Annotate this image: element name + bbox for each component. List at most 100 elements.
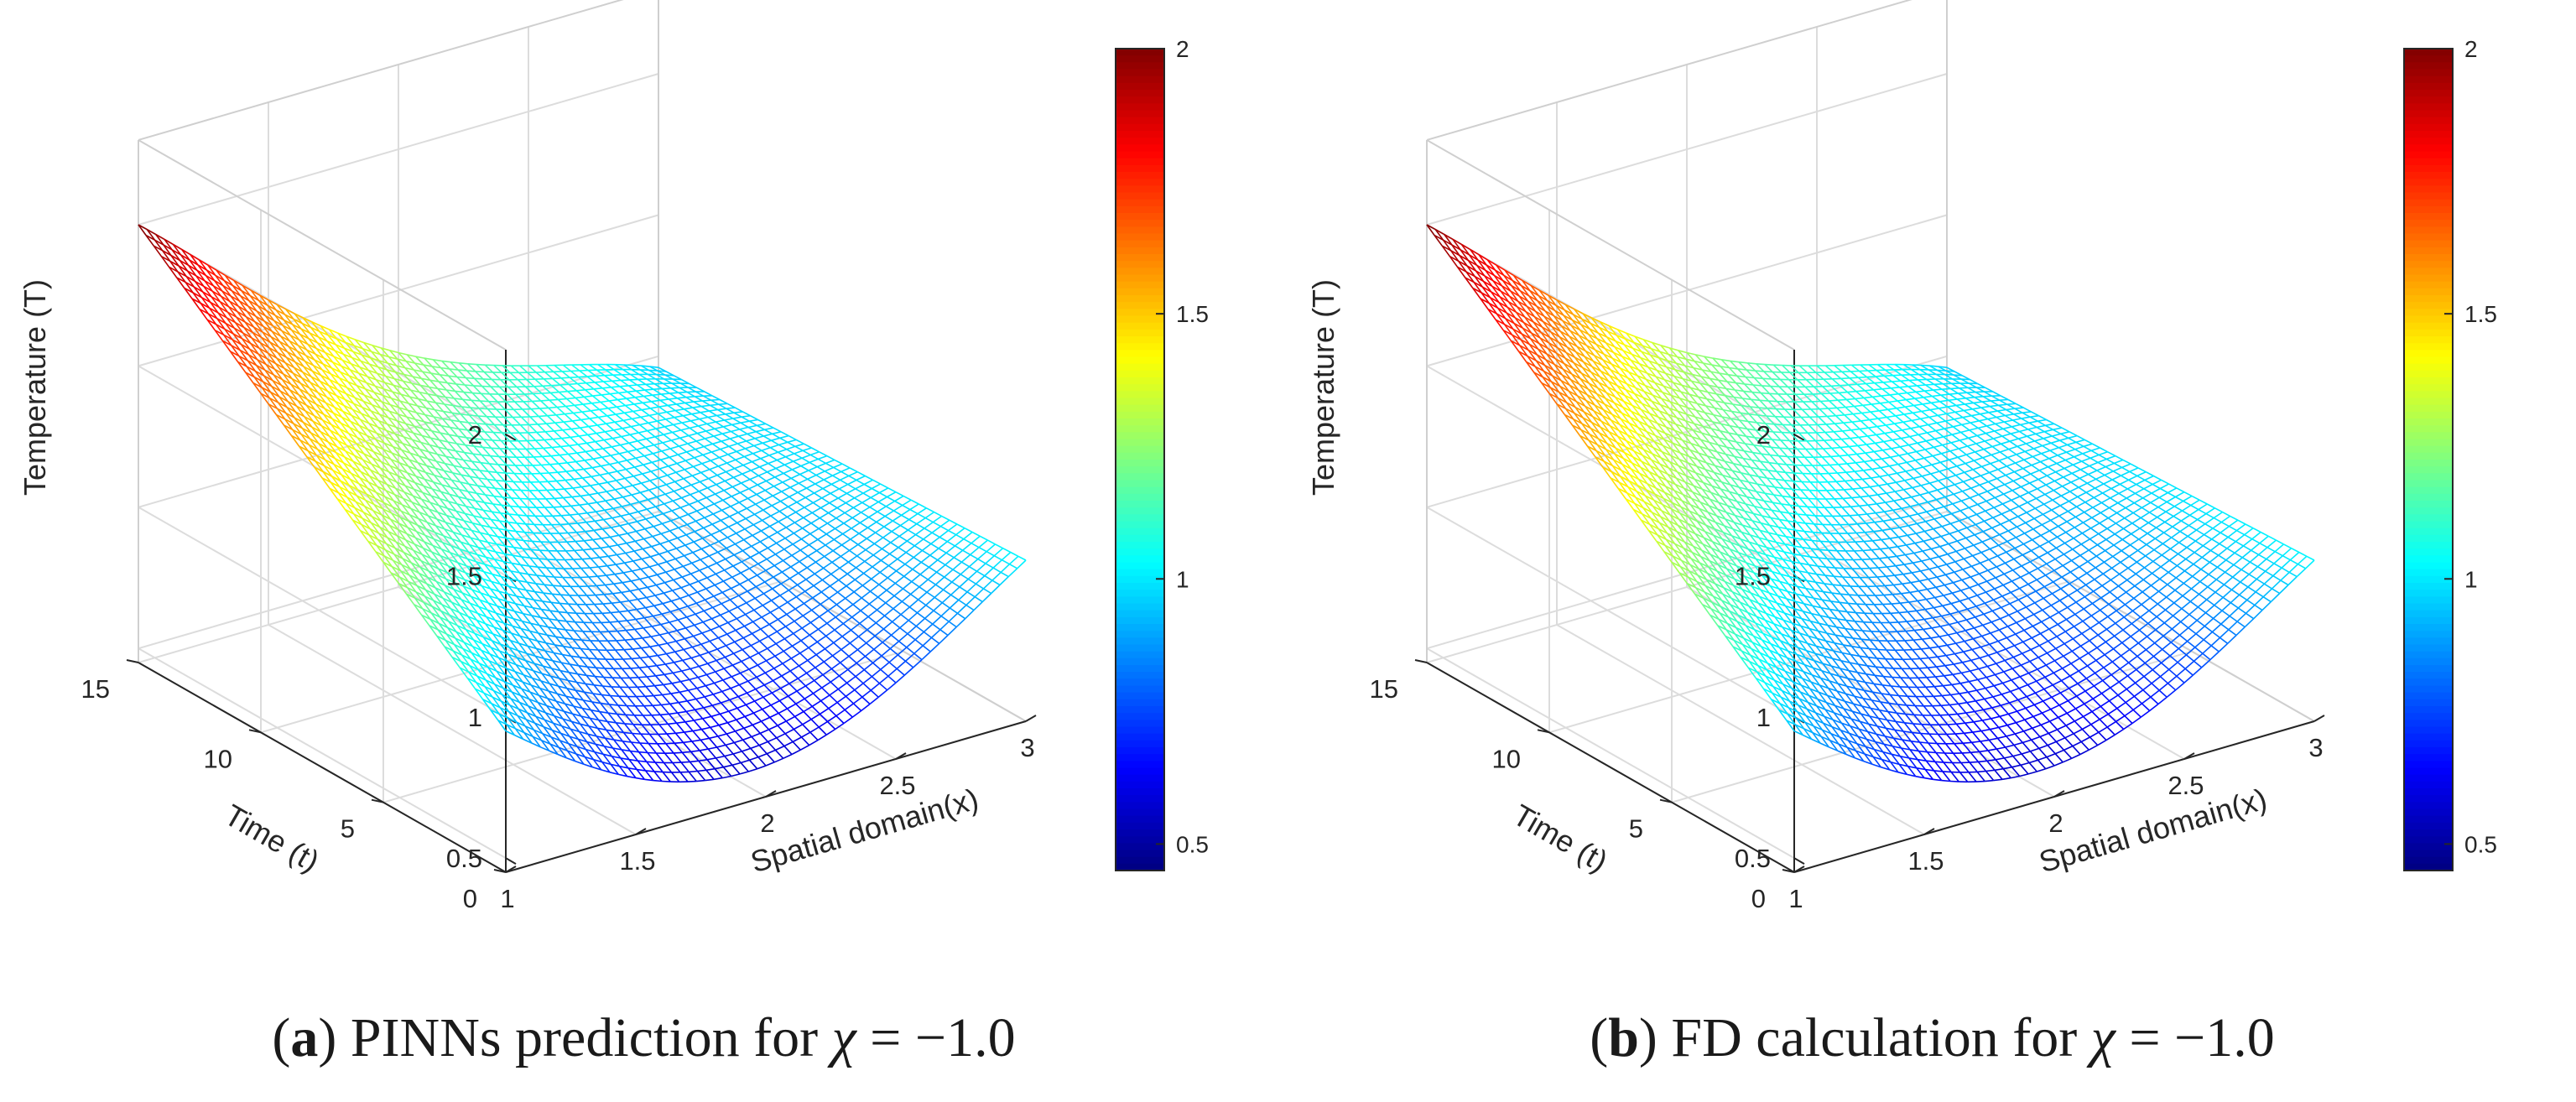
mesh-line [753, 609, 762, 618]
mesh-line [450, 545, 461, 550]
mesh-line [509, 578, 519, 582]
mesh-line [898, 540, 908, 548]
mesh-line [201, 291, 211, 303]
mesh-line [448, 621, 458, 626]
mesh-line [622, 658, 632, 660]
mesh-line [487, 609, 497, 614]
mesh-line [939, 519, 950, 528]
mesh-line [184, 288, 193, 299]
mesh-line [554, 708, 564, 720]
mesh-line [965, 596, 976, 606]
mesh-line [657, 484, 667, 488]
mesh-line [662, 520, 672, 525]
mesh-line [634, 540, 643, 550]
mesh-line [604, 374, 613, 377]
mesh-line [632, 560, 642, 570]
mesh-line [506, 529, 516, 540]
mesh-line [647, 584, 657, 589]
mesh-line [440, 610, 450, 616]
mesh-line [564, 559, 574, 569]
mesh-line [376, 372, 386, 383]
mesh-line [545, 567, 555, 578]
mesh-line [599, 711, 608, 722]
mesh-line [658, 723, 669, 725]
mesh-line [385, 436, 394, 441]
mesh-line [544, 575, 554, 586]
mesh-line [400, 510, 410, 516]
mesh-line [809, 538, 819, 546]
mesh-line [395, 487, 405, 493]
mesh-line [482, 509, 492, 520]
mesh-line [679, 689, 689, 694]
mesh-line [502, 688, 512, 699]
mesh-line [569, 663, 579, 675]
mesh-line [365, 499, 374, 512]
mesh-line [877, 506, 887, 512]
mesh-line [502, 560, 513, 564]
mesh-line [625, 714, 634, 725]
mesh-line [256, 310, 265, 322]
mesh-line [375, 551, 384, 563]
mesh-line [672, 496, 682, 502]
mesh-line [705, 595, 715, 600]
mesh-line [670, 693, 679, 704]
mesh-line [492, 574, 501, 585]
mesh-line [530, 622, 539, 634]
mesh-line [804, 597, 814, 605]
mesh-line [472, 582, 482, 587]
mesh-line [457, 618, 467, 631]
mesh-line [944, 569, 954, 578]
mesh-line [330, 476, 341, 487]
mesh-line [353, 513, 362, 525]
mesh-line [659, 714, 669, 725]
mesh-line [592, 394, 602, 397]
mesh-line [716, 419, 725, 423]
mesh-line [637, 599, 646, 609]
mesh-line [614, 496, 623, 500]
mesh-line [221, 340, 232, 352]
mesh-line [724, 565, 734, 571]
mesh-line [992, 559, 1002, 569]
mesh-line [347, 491, 356, 502]
mesh-line [437, 512, 447, 517]
mesh-line [621, 434, 631, 438]
mesh-line [284, 418, 294, 430]
mesh-line [683, 475, 693, 480]
mesh-line [699, 566, 709, 571]
mesh-line [251, 337, 260, 349]
mesh-line [700, 640, 710, 645]
mesh-line [518, 708, 527, 720]
mesh-line [548, 626, 557, 630]
mesh-line [414, 543, 423, 555]
mesh-line [914, 631, 924, 641]
mesh-line [621, 668, 631, 678]
mesh-line [703, 523, 713, 529]
mesh-line [580, 639, 591, 651]
mesh-line [610, 694, 619, 697]
mesh-line [417, 462, 426, 473]
mesh-line [359, 418, 369, 430]
mesh-line [378, 413, 388, 425]
mesh-line [567, 679, 576, 691]
mesh-line [656, 665, 665, 675]
mesh-line [713, 595, 722, 605]
mesh-line [669, 530, 679, 539]
mesh-line [845, 497, 855, 504]
mesh-line [788, 491, 799, 498]
mesh-line [529, 691, 539, 704]
mesh-line [640, 566, 650, 570]
mesh-line [719, 713, 728, 724]
mesh-line [653, 387, 663, 390]
mesh-line [521, 556, 530, 567]
mesh-line [495, 480, 504, 490]
mesh-line [747, 424, 757, 429]
mesh-line [893, 504, 903, 512]
mesh-line [468, 609, 477, 621]
mesh-line [623, 731, 632, 735]
mesh-line [731, 491, 741, 497]
mesh-line [619, 522, 629, 527]
mesh-line [318, 442, 328, 449]
mesh-line [394, 433, 404, 438]
mesh-line [476, 554, 487, 559]
mesh-line [426, 583, 436, 589]
